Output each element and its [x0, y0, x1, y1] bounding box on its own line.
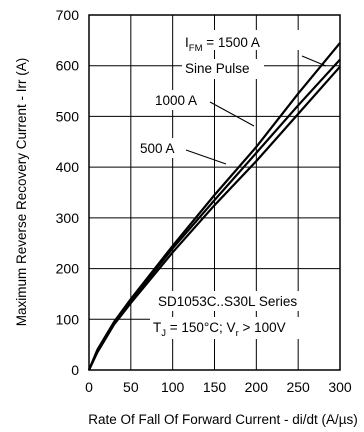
label-background — [137, 138, 187, 158]
x-tick-label: 200 — [245, 379, 269, 395]
tj-main: T — [153, 320, 161, 335]
x-tick-label: 300 — [328, 379, 352, 395]
leader-1000a — [209, 101, 255, 127]
sine-pulse-label: Sine Pulse — [185, 61, 250, 76]
label-background — [152, 90, 210, 110]
leader-1500a — [301, 55, 327, 67]
label-background — [150, 317, 340, 339]
vr-rest: > 100V — [239, 320, 286, 335]
x-axis-title: Rate Of Fall Of Forward Current - di/dt … — [88, 412, 358, 427]
tj-sub: J — [161, 328, 166, 339]
label-background — [182, 59, 264, 79]
tj-rest: = 150°C; V — [166, 320, 236, 335]
y-tick-label: 200 — [56, 261, 80, 277]
x-tick-label: 250 — [286, 379, 310, 395]
y-tick-label: 100 — [56, 311, 80, 327]
label-background — [182, 30, 300, 50]
ifm-main: I — [185, 35, 189, 50]
y-tick-label: 700 — [56, 7, 80, 23]
ifm-label: IFM = 1500 A — [185, 35, 260, 54]
vr-sub: r — [236, 328, 239, 339]
label-background — [155, 291, 335, 311]
y-tick-label: 500 — [56, 108, 80, 124]
x-tick-label: 100 — [161, 379, 185, 395]
plot-frame — [88, 14, 341, 371]
x-tick-label: 0 — [85, 379, 93, 395]
y-tick-label: 300 — [56, 210, 80, 226]
x-tick-label: 50 — [123, 379, 139, 395]
y-axis-title: Maximum Reverse Recovery Current - Irr (… — [14, 58, 29, 327]
label-1000a: 1000 A — [155, 93, 197, 108]
y-tick-label: 400 — [56, 159, 80, 175]
leader-500a — [185, 149, 227, 165]
tick-labels: 0 50 100 150 200 250 300 0 100 200 300 400 500 600 700 — [56, 7, 352, 395]
ifm-sub: FM — [189, 43, 203, 54]
conditions-label: TJ = 150°C; Vr > 100V — [153, 320, 286, 339]
grid-lines — [89, 15, 340, 370]
series-layer — [87, 42, 341, 371]
series-name-label: SD1053C..S30L Series — [158, 294, 297, 309]
y-tick-label: 0 — [71, 362, 79, 378]
ifm-value: = 1500 A — [202, 35, 259, 50]
series-500a-line — [88, 65, 341, 371]
x-tick-label: 150 — [203, 379, 227, 395]
label-500a: 500 A — [140, 141, 175, 156]
y-tick-label: 600 — [56, 58, 80, 74]
